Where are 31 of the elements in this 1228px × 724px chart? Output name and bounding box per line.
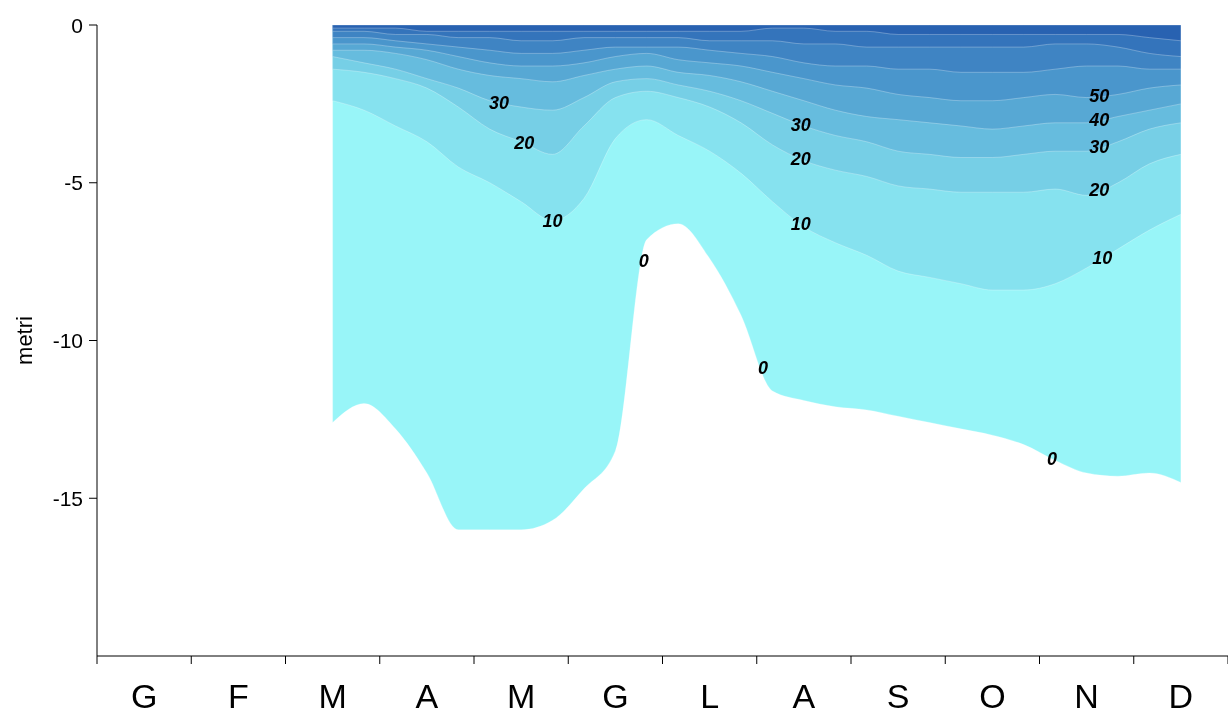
y-tick-label: -15 <box>52 486 83 510</box>
x-tick-label: M <box>318 677 347 715</box>
x-tick-label: O <box>979 677 1006 715</box>
y-tick-label: 0 <box>71 13 83 37</box>
y-tick-label: -5 <box>64 171 83 195</box>
y-tick-label: -10 <box>52 329 83 352</box>
x-tick-label: M <box>506 677 536 715</box>
annotation: 10 <box>1092 248 1113 269</box>
annotation: 30 <box>1089 137 1110 158</box>
annotation: 40 <box>1088 110 1110 131</box>
y-axis-title: metri <box>12 316 37 365</box>
annotation: 0 <box>1047 448 1058 469</box>
x-tick-label: F <box>227 677 249 715</box>
annotation: 10 <box>542 210 563 231</box>
x-tick-label: N <box>1074 677 1099 715</box>
x-tick-label: A <box>415 677 439 715</box>
x-tick-label: G <box>602 677 629 715</box>
annotation: 20 <box>1088 180 1110 201</box>
annotation: 20 <box>789 149 811 170</box>
annotation: 0 <box>638 250 649 271</box>
annotation: 30 <box>489 92 510 113</box>
x-tick-label: A <box>792 677 816 715</box>
annotation: 0 <box>758 358 769 379</box>
x-tick-label: L <box>700 677 720 715</box>
x-tick-label: S <box>886 677 910 715</box>
annotation: 20 <box>513 133 535 153</box>
x-tick-label: D <box>1168 677 1194 715</box>
x-tick-label: G <box>130 677 158 715</box>
annotation: 30 <box>790 114 811 135</box>
annotation: 10 <box>790 214 811 235</box>
annotation: 50 <box>1089 86 1110 107</box>
